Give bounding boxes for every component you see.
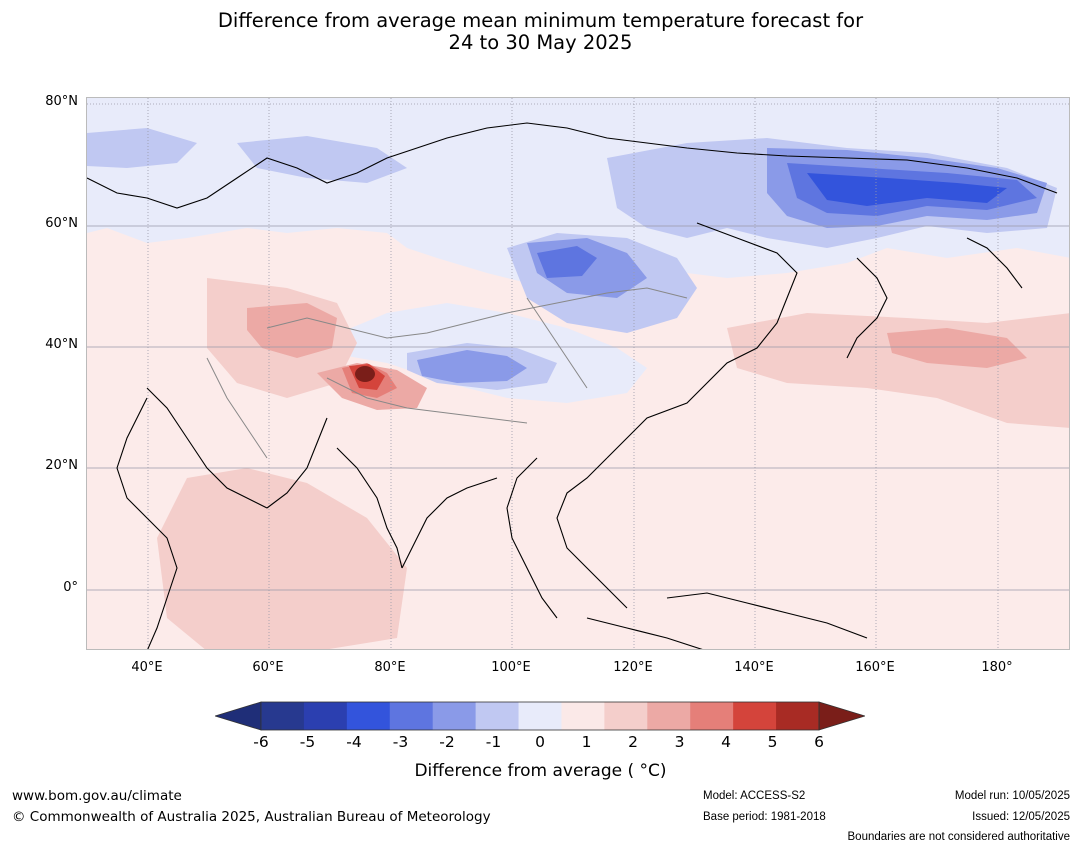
colorbar-segment bbox=[518, 702, 562, 730]
colorbar-tick-label: 6 bbox=[814, 733, 824, 751]
himalaya-peak bbox=[355, 366, 375, 382]
map-svg bbox=[87, 98, 1069, 649]
colorbar-tick-label: -5 bbox=[299, 733, 316, 751]
title-line-1: Difference from average mean minimum tem… bbox=[217, 9, 864, 32]
colorbar-segment bbox=[303, 702, 348, 730]
lon-label-120E: 120°E bbox=[613, 660, 653, 675]
colorbar-segment bbox=[647, 702, 691, 730]
colorbar-segment bbox=[776, 702, 820, 730]
footer-copyright: © Commonwealth of Australia 2025, Austra… bbox=[12, 809, 491, 825]
scandinavia-blue2 bbox=[87, 128, 197, 168]
footer-issued: Issued: 12/05/2025 bbox=[972, 811, 1070, 823]
footer-website: www.bom.gov.au/climate bbox=[12, 788, 182, 804]
colorbar-segment bbox=[432, 702, 477, 730]
colorbar-tick-label: 0 bbox=[535, 733, 545, 751]
tibet-blue3 bbox=[417, 350, 527, 383]
lon-label-140E: 140°E bbox=[734, 660, 774, 675]
lon-label-100E: 100°E bbox=[491, 660, 531, 675]
colorbar-segment bbox=[346, 702, 391, 730]
colorbar-tick-label: 4 bbox=[721, 733, 731, 751]
lon-label-160E: 160°E bbox=[855, 660, 895, 675]
colorbar-segment bbox=[733, 702, 777, 730]
lon-label-80E: 80°E bbox=[374, 660, 406, 675]
colorbar-segment bbox=[261, 702, 305, 730]
colorbar-frame bbox=[260, 701, 820, 731]
south-asia-warm bbox=[157, 468, 407, 649]
iran-warm3 bbox=[247, 303, 337, 358]
colorbar-segment bbox=[604, 702, 648, 730]
colorbar-label: Difference from average ( °C) bbox=[414, 761, 667, 781]
lon-label-60E: 60°E bbox=[252, 660, 284, 675]
west-siberia-blue2 bbox=[237, 136, 407, 183]
lon-label-180: 180° bbox=[981, 660, 1013, 675]
colorbar-over-arrow bbox=[818, 701, 865, 731]
colorbar-segment bbox=[475, 702, 520, 730]
colorbar-tick-label: 5 bbox=[767, 733, 778, 751]
lat-label-80N: 80°N bbox=[45, 94, 78, 109]
chart-title: Difference from average mean minimum tem… bbox=[0, 10, 1081, 54]
colorbar-tick-label: -2 bbox=[439, 733, 455, 751]
lat-label-20N: 20°N bbox=[45, 458, 78, 473]
title-line-2: 24 to 30 May 2025 bbox=[448, 31, 633, 54]
colorbar bbox=[215, 701, 865, 731]
footer-base-period: Base period: 1981-2018 bbox=[703, 811, 826, 823]
colorbar-segment bbox=[690, 702, 734, 730]
colorbar-tick-label: -6 bbox=[253, 733, 269, 751]
colorbar-tick-label: 3 bbox=[674, 733, 685, 751]
colorbar-segment bbox=[389, 702, 434, 730]
graticule bbox=[87, 98, 1069, 649]
colorbar-tick-label: 2 bbox=[628, 733, 638, 751]
colorbar-tick-label: -4 bbox=[346, 733, 362, 751]
coastlines bbox=[87, 122, 1058, 649]
colorbar-tick-label: 1 bbox=[581, 733, 592, 751]
borders bbox=[206, 287, 688, 459]
colorbar-tick-label: -1 bbox=[485, 733, 502, 751]
lon-label-40E: 40°E bbox=[131, 660, 163, 675]
baikal-blue4 bbox=[537, 246, 597, 278]
lat-label-60N: 60°N bbox=[45, 216, 78, 231]
colorbar-segment bbox=[561, 702, 605, 730]
pacific-warm3 bbox=[887, 328, 1027, 368]
east-siberia-blue5 bbox=[807, 173, 1007, 206]
forecast-map bbox=[86, 97, 1070, 650]
footer-model: Model: ACCESS-S2 bbox=[703, 790, 806, 802]
footer-model-run: Model run: 10/05/2025 bbox=[954, 790, 1070, 802]
colorbar-under-arrow bbox=[215, 701, 262, 731]
lat-label-40N: 40°N bbox=[45, 337, 78, 352]
footer-disclaimer: Boundaries are not considered authoritat… bbox=[847, 831, 1070, 843]
lat-label-0: 0° bbox=[63, 580, 78, 595]
colorbar-tick-label: -3 bbox=[392, 733, 409, 751]
